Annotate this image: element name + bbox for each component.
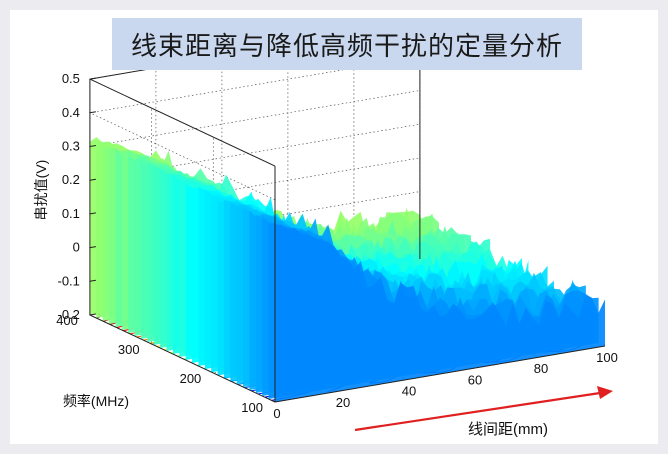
z-tick [89,178,96,181]
z-tick [89,212,96,215]
z-tick [89,145,96,147]
z-tick-label: 0.2 [62,172,80,187]
y-tick-label: 200 [180,371,202,386]
y-tick-label: 300 [118,342,140,357]
z-tick-label: 0.5 [62,71,80,86]
z-tick [89,279,96,282]
z-tick-label: 0.4 [62,105,80,120]
x-tick-label: 0 [273,406,280,421]
y-tick-label: 100 [241,400,263,415]
z-tick-label: 0.1 [62,206,80,221]
z-tick [89,77,96,80]
direction-arrow [354,391,601,432]
y-tick-label: 400 [56,313,78,328]
x-tick-label: 60 [468,372,482,387]
z-tick-label: -0.1 [57,273,79,288]
x-tick-label: 100 [596,350,618,365]
z-tick [89,246,96,249]
chart-title: 线束距离与降低高频干扰的定量分析 [112,18,582,70]
x-tick-label: 80 [534,361,548,376]
arrow-head-icon [597,386,613,399]
z-tick-label: 0 [73,240,80,255]
z-tick [89,111,96,114]
surface-strip [275,224,605,402]
box-edge [89,78,276,167]
z-axis-label: 串扰值(V) [33,160,49,221]
z-tick-label: -0.2 [57,307,79,322]
x-axis-line [274,345,606,403]
x-tick-label: 40 [402,384,416,399]
z-tick [89,313,96,316]
z-tick-label: 0.3 [62,139,80,154]
label-layer: 0.5 0.4 0.3 0.2 0.1 0 -0.1 -0.2 0 20 40 60 80 100 400 3… [33,71,618,438]
y-axis-line [89,314,276,403]
y-axis-label: 频率(MHz) [63,393,129,409]
x-tick-label: 20 [336,395,350,410]
x-axis-label: 线间距(mm) [468,421,548,438]
surface-layer [89,137,605,402]
